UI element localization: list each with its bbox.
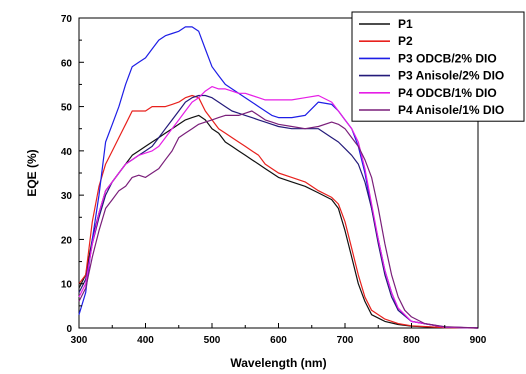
legend-box <box>351 11 525 122</box>
legend-label-0: P1 <box>398 17 413 31</box>
y-tick-label: 10 <box>61 280 73 291</box>
legend: P1 P2 P3 ODCB/2% DIO P3 Anisole/2% DIO P4 OD… <box>351 11 525 122</box>
legend-label-2: P3 ODCB/2% DIO <box>398 51 497 65</box>
axis-layer: 300 400 500 600 700 800 900 0 10 20 30 40 50 60 70 <box>61 14 487 346</box>
x-axis-title: Wavelength (nm) <box>230 356 326 370</box>
legend-label-1: P2 <box>398 34 413 48</box>
legend-label-4: P4 ODCB/1% DIO <box>398 86 497 100</box>
y-tick-label: 20 <box>61 235 73 246</box>
x-tick-label: 700 <box>337 335 354 346</box>
series-line-1 <box>78 94 479 329</box>
legend-label-3: P3 Anisole/2% DIO <box>398 69 504 83</box>
series-layer <box>78 26 479 329</box>
y-axis-title: EQE (%) <box>25 149 39 196</box>
series-line-5 <box>78 110 479 329</box>
x-tick-label: 900 <box>470 335 487 346</box>
x-tick-label: 500 <box>204 335 221 346</box>
x-tick-label: 800 <box>403 335 420 346</box>
legend-label-5: P4 Anisole/1% DIO <box>398 103 504 117</box>
series-line-4 <box>78 86 479 329</box>
x-tick-label: 600 <box>270 335 287 346</box>
y-tick-label: 60 <box>61 58 73 69</box>
series-line-3 <box>78 94 479 329</box>
y-tick-label: 70 <box>61 14 73 25</box>
y-tick-label: 30 <box>61 191 73 202</box>
x-tick-label: 400 <box>137 335 154 346</box>
y-tick-label: 50 <box>61 103 73 114</box>
x-tick-label: 300 <box>71 335 88 346</box>
y-tick-label: 40 <box>61 147 73 158</box>
series-line-0 <box>78 114 479 329</box>
y-tick-label: 0 <box>66 324 72 335</box>
series-line-2 <box>78 26 479 329</box>
